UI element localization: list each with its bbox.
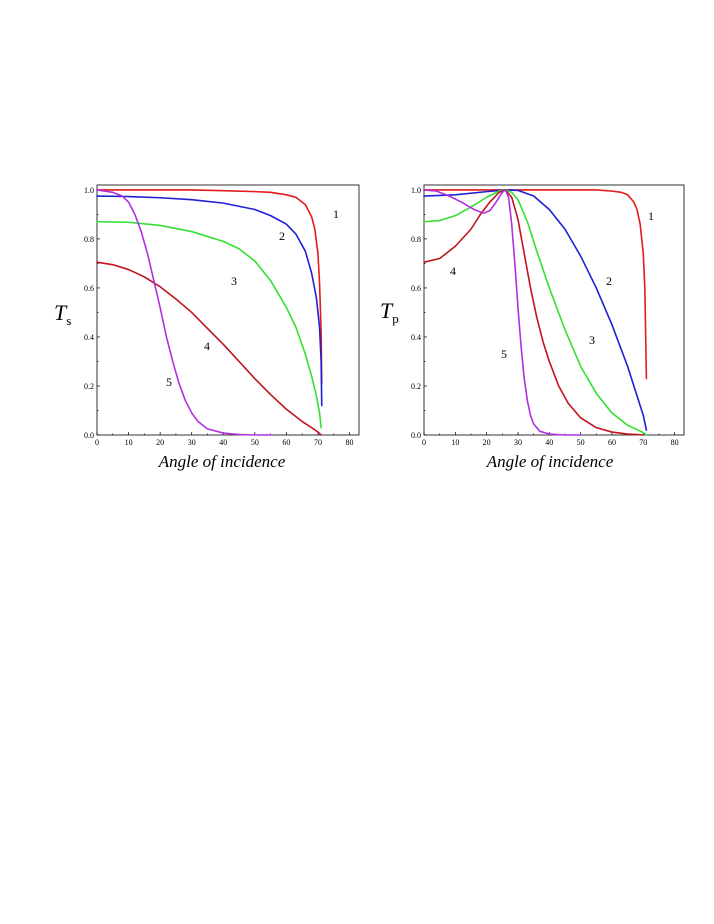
series-4-line xyxy=(96,261,322,436)
y-axis-label-main: T xyxy=(380,298,394,323)
x-axis-label: Angle of incidence xyxy=(486,452,614,471)
x-tick-label: 20 xyxy=(483,438,491,447)
y-tick-label: 0.4 xyxy=(84,333,94,342)
y-tick-label: 0.0 xyxy=(411,431,421,440)
curve-label-3: 3 xyxy=(231,274,237,288)
x-tick-label: 40 xyxy=(219,438,227,447)
curve-label-4: 4 xyxy=(204,339,210,353)
y-axis-label-main: T xyxy=(54,300,68,325)
series-4-line xyxy=(423,189,645,436)
y-axis-label: Tp xyxy=(380,298,399,326)
curve-label-1: 1 xyxy=(648,209,654,223)
x-tick-label: 10 xyxy=(125,438,133,447)
curve-label-2: 2 xyxy=(279,229,285,243)
x-tick-label: 0 xyxy=(95,438,99,447)
y-tick-label: 0.0 xyxy=(84,431,94,440)
y-axis-label-sub: p xyxy=(392,311,399,326)
x-tick-label: 70 xyxy=(639,438,647,447)
y-tick-label: 0.2 xyxy=(411,382,421,391)
series-1-line xyxy=(423,189,648,380)
series-group xyxy=(96,189,323,436)
chart-panel-tp: 0 10 20 30 40 50 60 70 80 0.0 0.2 0.4 0.6 0.8 1.0 1 2 3… xyxy=(380,184,685,471)
chart-panel-ts: 0 10 20 30 40 50 60 70 80 0.0 0.2 0.4 0.6 0.8 1.0 1 2 3… xyxy=(54,184,360,471)
curve-label-2: 2 xyxy=(606,274,612,288)
y-tick-label: 0.6 xyxy=(411,284,421,293)
curve-label-3: 3 xyxy=(589,333,595,347)
x-tick-label: 70 xyxy=(314,438,322,447)
x-tick-label: 30 xyxy=(188,438,196,447)
curve-labels: 1 2 3 4 5 xyxy=(450,209,654,361)
x-tick-label: 20 xyxy=(156,438,164,447)
x-tick-label: 60 xyxy=(282,438,290,447)
x-tick-label: 80 xyxy=(671,438,679,447)
series-3-line xyxy=(96,220,322,429)
y-axis-label-sub: s xyxy=(66,313,71,328)
series-2-line xyxy=(423,189,648,431)
x-tick-label: 10 xyxy=(451,438,459,447)
x-tick-label: 30 xyxy=(514,438,522,447)
x-tick-label: 60 xyxy=(608,438,616,447)
plot-frame xyxy=(96,184,360,436)
series-5-line xyxy=(96,189,272,436)
curve-label-5: 5 xyxy=(166,375,172,389)
y-tick-label: 0.2 xyxy=(84,382,94,391)
x-tick-label: 50 xyxy=(577,438,585,447)
x-axis-label: Angle of incidence xyxy=(158,452,286,471)
curve-label-5: 5 xyxy=(501,347,507,361)
x-axis: 0 10 20 30 40 50 60 70 80 xyxy=(95,432,354,447)
series-group xyxy=(423,189,648,436)
x-tick-label: 50 xyxy=(251,438,259,447)
y-axis: 0.0 0.2 0.4 0.6 0.8 1.0 xyxy=(84,186,100,440)
curve-label-4: 4 xyxy=(450,264,456,278)
y-axis-label: Ts xyxy=(54,300,71,328)
y-tick-label: 0.4 xyxy=(411,333,421,342)
y-axis: 0.0 0.2 0.4 0.6 0.8 1.0 xyxy=(411,186,427,440)
y-tick-label: 1.0 xyxy=(411,186,421,195)
curve-labels: 1 2 3 4 5 xyxy=(166,207,339,389)
y-tick-label: 0.8 xyxy=(84,235,94,244)
y-tick-label: 1.0 xyxy=(84,186,94,195)
series-1-line xyxy=(96,189,323,385)
curve-label-1: 1 xyxy=(333,207,339,221)
y-tick-label: 0.6 xyxy=(84,284,94,293)
series-5-line xyxy=(423,189,582,436)
x-tick-label: 40 xyxy=(545,438,553,447)
y-tick-label: 0.8 xyxy=(411,235,421,244)
x-tick-label: 0 xyxy=(422,438,426,447)
x-tick-label: 80 xyxy=(346,438,354,447)
series-2-line xyxy=(96,195,323,407)
